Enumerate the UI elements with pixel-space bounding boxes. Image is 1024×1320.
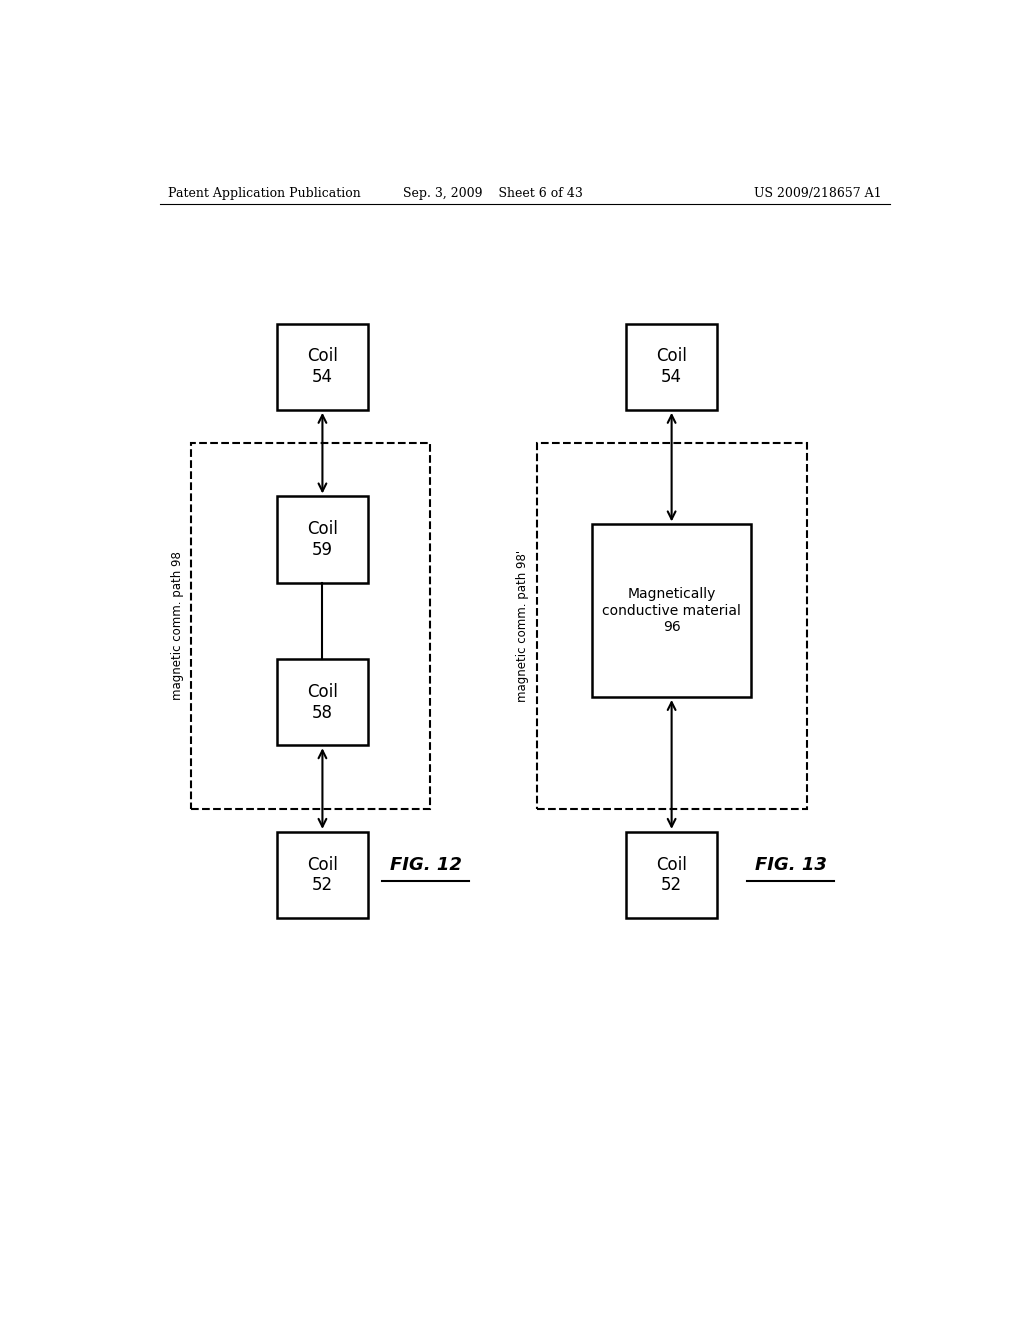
Text: magnetic comm. path 98': magnetic comm. path 98' [516, 550, 529, 702]
Text: Coil
52: Coil 52 [656, 855, 687, 895]
Text: Coil
59: Coil 59 [307, 520, 338, 558]
Bar [592, 524, 751, 697]
Text: FIG. 13: FIG. 13 [755, 855, 826, 874]
Text: US 2009/218657 A1: US 2009/218657 A1 [755, 187, 882, 201]
Bar [276, 496, 368, 582]
Text: magnetic comm. path 98: magnetic comm. path 98 [171, 552, 183, 701]
Bar [276, 832, 368, 919]
Text: Magnetically
conductive material
96: Magnetically conductive material 96 [602, 587, 741, 634]
Bar [276, 659, 368, 746]
Bar [191, 444, 430, 809]
Text: FIG. 12: FIG. 12 [390, 855, 462, 874]
Bar [626, 323, 717, 411]
Text: Sep. 3, 2009    Sheet 6 of 43: Sep. 3, 2009 Sheet 6 of 43 [403, 187, 583, 201]
Text: Coil
54: Coil 54 [656, 347, 687, 387]
Bar [276, 323, 368, 411]
Text: Patent Application Publication: Patent Application Publication [168, 187, 360, 201]
Text: Coil
52: Coil 52 [307, 855, 338, 895]
Text: Coil
54: Coil 54 [307, 347, 338, 387]
Bar [537, 444, 807, 809]
Text: Coil
58: Coil 58 [307, 682, 338, 722]
Bar [626, 832, 717, 919]
